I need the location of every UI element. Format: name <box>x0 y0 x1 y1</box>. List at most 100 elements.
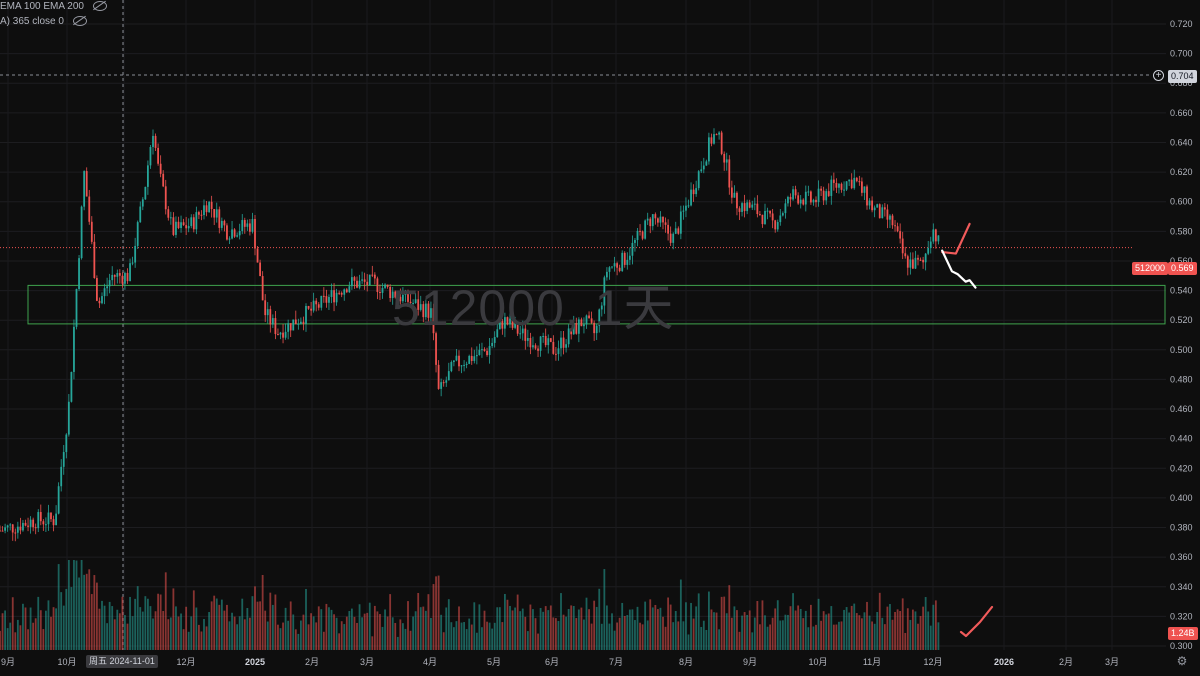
candle-body <box>672 233 675 243</box>
volume-bar <box>317 606 320 650</box>
volume-bar <box>85 573 88 650</box>
indicator-legend-ema[interactable]: EMA 100 EMA 200 <box>0 1 107 12</box>
candle-body <box>830 179 833 196</box>
candle-body <box>529 338 532 348</box>
volume-bar <box>769 624 771 650</box>
gear-icon[interactable]: ⚙ <box>1176 654 1188 668</box>
eye-icon[interactable] <box>72 16 87 27</box>
volume-bar <box>682 621 685 650</box>
volume-bar <box>246 607 249 650</box>
volume-bar <box>906 608 909 650</box>
candle-body <box>845 181 848 190</box>
volume-bar <box>376 611 379 650</box>
candle-body <box>868 200 871 206</box>
candle-body <box>124 272 126 284</box>
candle-body <box>687 205 690 207</box>
volume-bar <box>297 633 300 650</box>
candle-body <box>524 328 527 341</box>
x-tick-label: 2026 <box>994 657 1014 667</box>
candle-body <box>62 452 65 467</box>
volume-bar <box>445 607 448 650</box>
volume-bar <box>728 585 731 650</box>
candle-body <box>338 292 341 294</box>
volume-bar <box>414 611 417 650</box>
volume-bar <box>417 592 420 650</box>
candle-body <box>361 279 363 281</box>
y-tick-label: 0.460 <box>1170 404 1193 414</box>
candle-body <box>659 216 662 223</box>
candle-body <box>52 519 55 526</box>
candle-body <box>98 300 101 304</box>
volume-bar <box>223 610 226 650</box>
candle-body <box>391 291 394 298</box>
candle-body <box>9 524 12 526</box>
candle-body <box>243 220 246 227</box>
candle-body <box>692 189 695 195</box>
candle-body <box>345 289 348 293</box>
volume-bar <box>764 615 766 650</box>
candle-body <box>677 228 680 234</box>
volume-bar <box>305 588 307 650</box>
candle-body <box>858 181 861 183</box>
candle-body <box>203 205 205 216</box>
volume-bar <box>259 601 261 650</box>
indicator-legend-close[interactable]: A) 365 close 0 <box>0 16 87 27</box>
candle-body <box>705 161 708 166</box>
volume-bar <box>914 611 917 650</box>
candle-body <box>600 305 603 310</box>
candle-body <box>113 274 116 277</box>
candle-body <box>549 338 552 342</box>
plus-circle-icon[interactable]: + <box>1153 70 1164 81</box>
volume-bar <box>883 624 886 650</box>
volume-bar <box>251 596 254 650</box>
candle-body <box>532 345 534 348</box>
volume-bar <box>876 611 879 650</box>
volume-bar <box>493 622 496 650</box>
volume-bar <box>407 601 409 650</box>
candle-body <box>0 530 1 532</box>
y-tick-label: 0.720 <box>1170 19 1193 29</box>
candle-body <box>294 319 297 325</box>
x-tick-label: 3月 <box>360 657 374 667</box>
volume-bar <box>169 617 172 650</box>
indicator-label: EMA 100 EMA 200 <box>0 1 84 12</box>
eye-icon[interactable] <box>92 1 107 12</box>
volume-bar <box>613 630 616 650</box>
volume-bar <box>585 597 588 650</box>
volume-bar <box>180 613 182 650</box>
y-tick-label: 0.520 <box>1170 315 1193 325</box>
volume-bar <box>565 616 567 650</box>
volume-bar <box>708 591 710 650</box>
volume-bar <box>164 572 167 650</box>
volume-bar <box>348 611 351 650</box>
candle-body <box>322 295 325 297</box>
volume-bar <box>292 614 295 650</box>
candle-body <box>552 341 555 354</box>
candle-body <box>310 308 312 311</box>
volume-bar <box>802 618 805 650</box>
candle-body <box>144 186 147 200</box>
volume-bar <box>878 592 881 650</box>
candle-body <box>198 212 200 215</box>
candle-body <box>205 205 208 213</box>
candle-body <box>682 210 685 212</box>
volume-bar <box>279 628 282 650</box>
candle-body <box>501 321 504 329</box>
candle-body <box>728 159 731 188</box>
volume-bar <box>358 604 361 650</box>
volume-bar <box>379 614 381 650</box>
forecast-bearish-line <box>941 249 977 289</box>
volume-bar <box>577 609 580 650</box>
volume-bar <box>29 607 32 650</box>
volume-bar <box>799 608 802 650</box>
volume-bar <box>843 609 845 650</box>
volume-bar <box>22 603 24 650</box>
volume-bar <box>391 617 394 650</box>
volume-bar <box>904 632 907 650</box>
candle-body <box>850 179 853 189</box>
candle-body <box>606 271 608 278</box>
volume-bar <box>781 620 784 650</box>
volume-bar <box>542 611 545 650</box>
volume-bar <box>113 619 116 650</box>
